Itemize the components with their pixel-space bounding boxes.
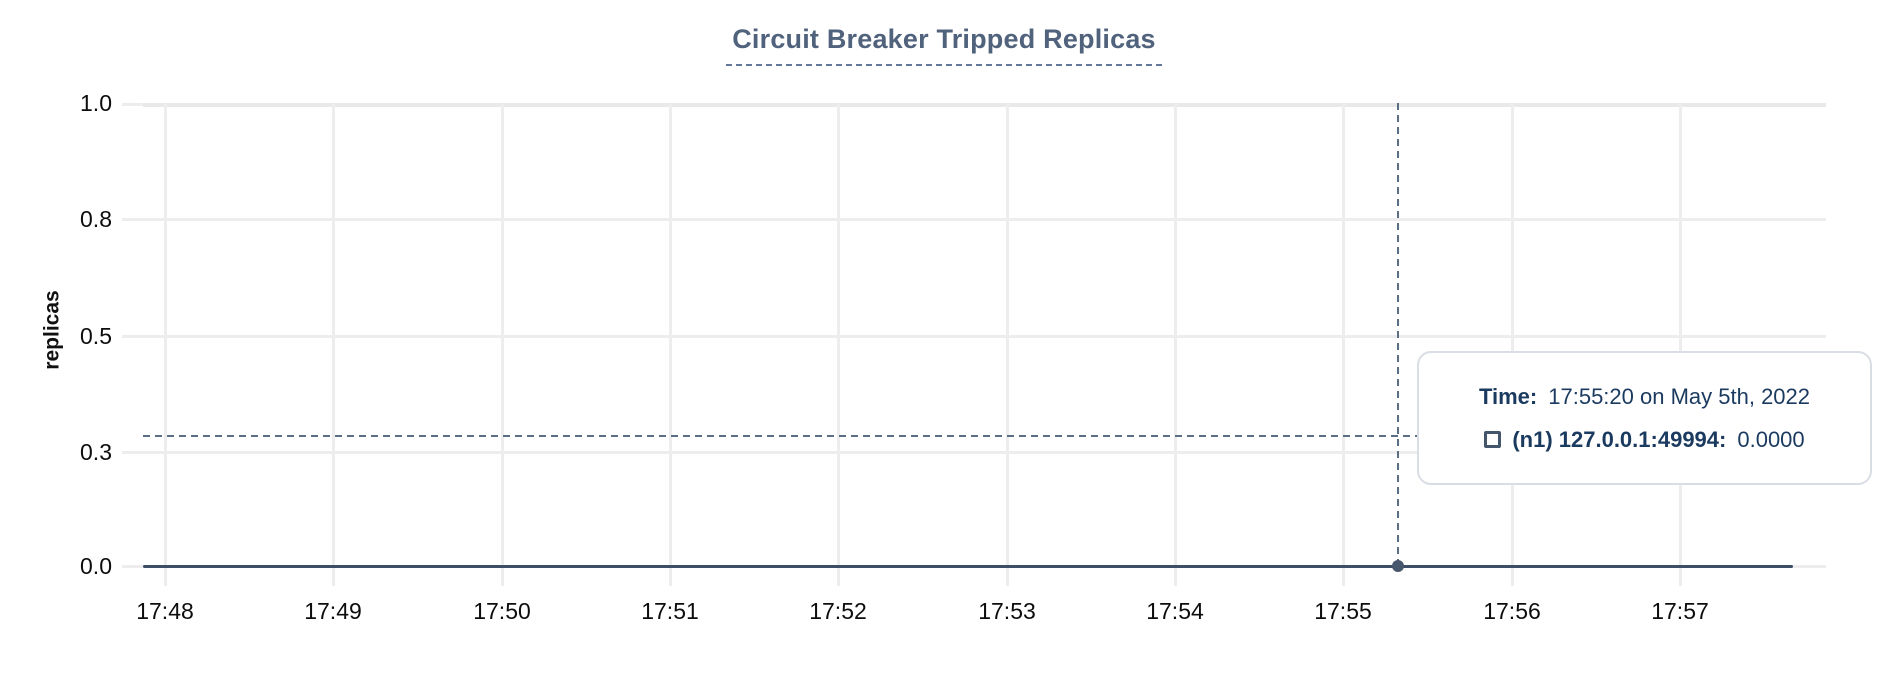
x-tick-label-1753: 17:53: [978, 598, 1036, 624]
x-tick-label-1752: 17:52: [809, 598, 867, 624]
chart-title-wrap: Circuit Breaker Tripped Replicas: [0, 24, 1888, 66]
x-tick-label-1756: 17:56: [1483, 598, 1541, 624]
gridline-y-0.3: [143, 450, 1826, 454]
y-tick-label-0.3: 0.3: [80, 439, 112, 465]
y-tick-mark-0.5: [122, 334, 143, 338]
x-tick-label-1748: 17:48: [136, 598, 194, 624]
tooltip-time-label: Time:: [1478, 383, 1538, 409]
gridline-x-1752: [836, 104, 840, 586]
crosshair-vertical-line: [1396, 103, 1399, 563]
x-tick-label-1755: 17:55: [1314, 598, 1372, 624]
chart-title: Circuit Breaker Tripped Replicas: [726, 24, 1162, 66]
y-tick-mark-0.8: [122, 218, 143, 221]
y-tick-label-0.5: 0.5: [80, 323, 112, 349]
gridline-y-1.0: [143, 103, 1826, 107]
plot-area[interactable]: [122, 103, 1826, 586]
legend-marker-icon: [1484, 431, 1502, 448]
gridline-x-1753: [1005, 104, 1009, 586]
gridline-y-0.5: [143, 334, 1826, 338]
x-tick-label-1751: 17:51: [641, 598, 699, 624]
tooltip-time-row: Time: 17:55:20 on May 5th, 2022: [1479, 384, 1810, 410]
y-tick-label-0.0: 0.0: [80, 553, 112, 579]
x-tick-label-1750: 17:50: [473, 598, 531, 624]
gridline-x-1754: [1173, 104, 1177, 586]
gridline-y-0.8: [143, 218, 1826, 221]
crosshair-horizontal-line: [143, 434, 1826, 437]
y-tick-mark-0.3: [122, 450, 143, 454]
gridline-x-1755: [1341, 104, 1345, 586]
gridline-x-1756: [1510, 104, 1514, 586]
gridline-x-1748: [163, 104, 167, 586]
tooltip-series-label: (n1) 127.0.0.1:49994:: [1512, 426, 1727, 452]
tooltip: Time: 17:55:20 on May 5th, 2022 (n1) 127…: [1417, 351, 1872, 485]
gridline-x-1757: [1678, 104, 1682, 586]
x-tick-label-1757: 17:57: [1651, 598, 1709, 624]
x-tick-label-1749: 17:49: [304, 598, 362, 624]
tooltip-series-row: (n1) 127.0.0.1:49994: 0.0000: [1484, 426, 1805, 453]
series-line: [143, 564, 1793, 568]
tooltip-series-value: 0.0000: [1737, 426, 1805, 452]
y-tick-label-0.8: 0.8: [80, 206, 112, 232]
gridline-x-1751: [668, 104, 672, 586]
y-tick-label-1.0: 1.0: [80, 90, 112, 116]
y-tick-mark-0.0: [122, 564, 143, 568]
gridline-x-1750: [500, 104, 504, 586]
x-tick-label-1754: 17:54: [1146, 598, 1204, 624]
cursor-point-dot: [1392, 560, 1404, 572]
y-tick-mark-1.0: [122, 103, 143, 106]
gridline-x-1749: [331, 104, 335, 586]
tooltip-time-value: 17:55:20 on May 5th, 2022: [1548, 383, 1811, 409]
